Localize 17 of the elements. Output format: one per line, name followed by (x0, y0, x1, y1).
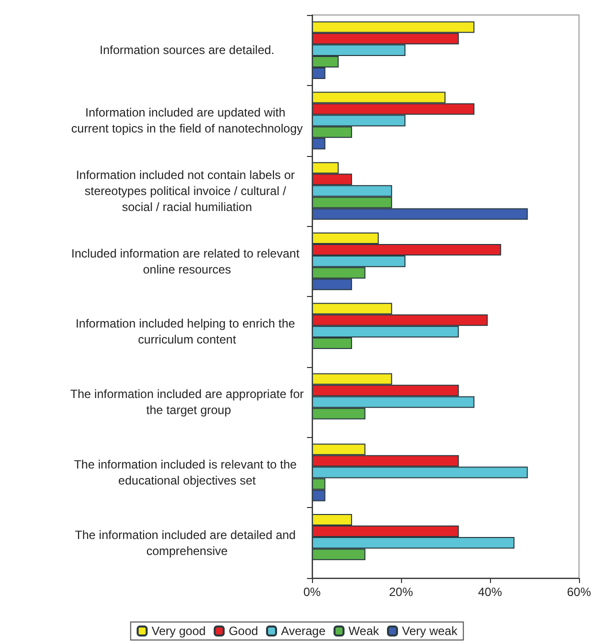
x-tick-label: 20% (388, 585, 414, 599)
y-tick-label: The information included are detailed and comprehensive (74, 528, 300, 558)
legend-label: Weak (348, 624, 380, 638)
legend-label: Average (281, 624, 326, 638)
y-tick-label: Included information are related to relevant online resources (71, 246, 303, 276)
y-tick-label: Information included are updated with current topics in the field of nanotechnology (71, 106, 303, 136)
x-tick-label: 40% (478, 585, 502, 599)
y-tick-label: The information included are appropriate for the target group (70, 387, 304, 418)
y-tick-label: Information included helping to enrich the curriculum content (76, 316, 298, 347)
y-tick-label: Information sources are detailed. (100, 43, 274, 58)
x-tick-label: 60% (566, 585, 592, 599)
x-tick-label: 0% (303, 585, 321, 599)
legend-label: Very weak (402, 624, 458, 638)
y-tick-label: Information included not contain labels or stereotypes political invoice / cultural / social / racial humiliation (76, 168, 298, 214)
legend-label: Good (228, 624, 258, 638)
y-tick-label: The information included is relevant to the educational objectives set (74, 457, 300, 488)
legend-label: Very good (152, 624, 206, 638)
